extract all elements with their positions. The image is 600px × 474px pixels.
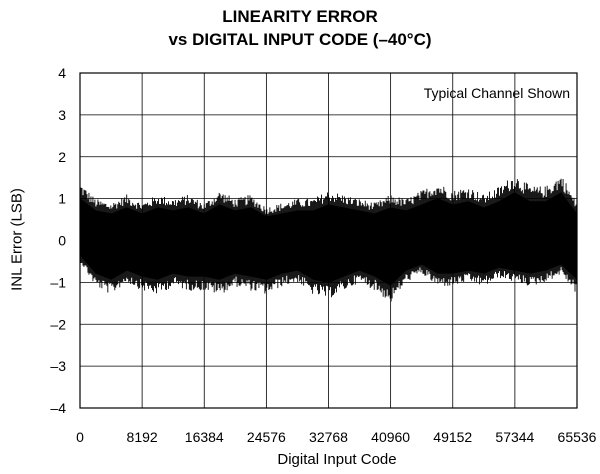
y-tick-label: –1 <box>50 274 66 290</box>
inl-error-trace <box>79 178 578 302</box>
chart-title: LINEARITY ERROR <box>222 7 378 26</box>
y-tick-label: –3 <box>50 358 66 374</box>
y-tick-label: –2 <box>50 316 66 332</box>
x-tick-label: 16384 <box>185 429 224 445</box>
x-tick-label: 65536 <box>558 429 597 445</box>
y-tick-label: –4 <box>50 400 66 416</box>
x-axis-label: Digital Input Code <box>277 451 397 468</box>
x-tick-label: 24576 <box>247 429 286 445</box>
chart-annotation: Typical Channel Shown <box>423 85 570 101</box>
y-axis-label: INL Error (LSB) <box>8 188 26 291</box>
y-tick-label: 1 <box>58 191 66 207</box>
x-tick-label: 8192 <box>127 429 158 445</box>
x-tick-label: 49152 <box>433 429 472 445</box>
x-tick-label: 40960 <box>371 429 410 445</box>
x-tick-label: 32768 <box>309 429 348 445</box>
plot-frame <box>79 72 578 409</box>
y-tick-label: 4 <box>58 65 66 81</box>
y-tick-label: 3 <box>58 107 66 123</box>
x-tick-label: 0 <box>76 429 84 445</box>
y-tick-label: 2 <box>58 149 66 165</box>
y-tick-label: 0 <box>58 233 66 249</box>
x-tick-label: 57344 <box>495 429 534 445</box>
chart-subtitle: vs DIGITAL INPUT CODE (–40°C) <box>168 30 432 49</box>
